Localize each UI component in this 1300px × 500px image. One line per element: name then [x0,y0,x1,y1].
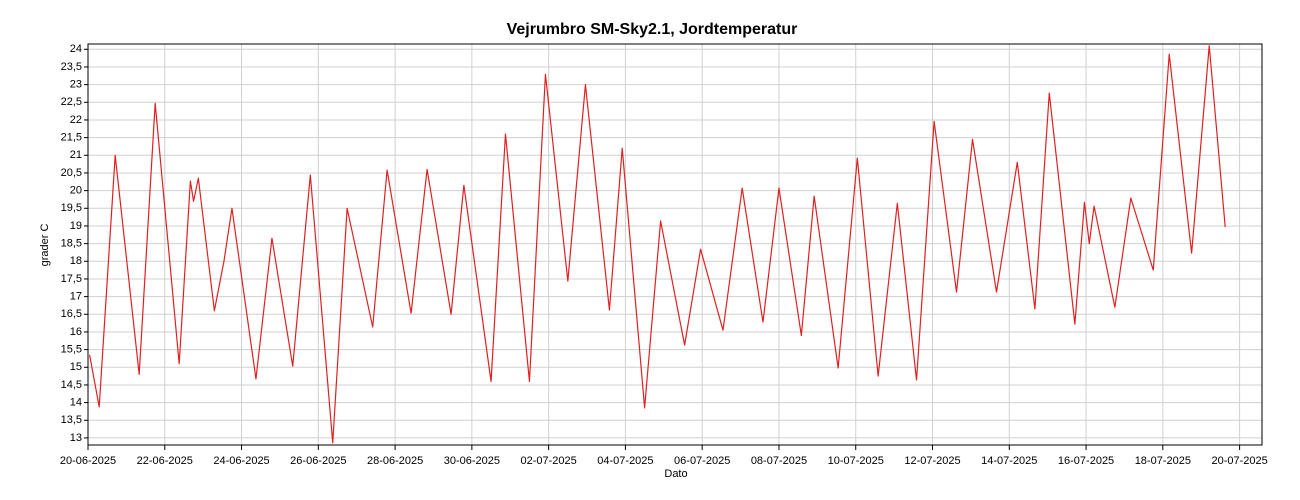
y-tick-label: 14 [70,397,82,409]
x-tick-label: 22-06-2025 [137,455,193,467]
x-tick-label: 10-07-2025 [828,455,884,467]
x-tick-label: 18-07-2025 [1135,455,1191,467]
plot [89,45,1226,444]
data-line [89,45,1226,444]
x-tick-label: 20-06-2025 [60,455,116,467]
y-tick-label: 22,5 [61,96,82,108]
y-tick-label: 17,5 [61,273,82,285]
x-tick-label: 04-07-2025 [597,455,653,467]
y-tick-label: 13 [70,432,82,444]
y-tick-label: 16 [70,326,82,338]
y-tick-label: 20,5 [61,167,82,179]
plot-frame [87,43,1263,446]
y-tick-label: 14,5 [61,379,82,391]
y-tick-label: 19,5 [61,202,82,214]
chart-title: Vejrumbro SM-Sky2.1, Jordtemperatur [507,21,798,38]
x-tick-label: 02-07-2025 [521,455,577,467]
x-tick-label: 08-07-2025 [751,455,807,467]
y-tick-label: 13,5 [61,414,82,426]
y-tick-label: 19 [70,220,82,232]
y-tick-label: 15,5 [61,344,82,356]
x-tick-label: 30-06-2025 [444,455,500,467]
y-tick-label: 20 [70,185,82,197]
y-tick-label: 18,5 [61,238,82,250]
x-tick-label: 20-07-2025 [1211,455,1267,467]
grid [87,44,1262,445]
x-tick-label: 26-06-2025 [290,455,346,467]
y-tick-label: 24 [70,43,82,55]
y-tick-label: 21,5 [61,132,82,144]
y-tick-label: 18 [70,255,82,267]
x-tick-label: 16-07-2025 [1058,455,1114,467]
y-tick-label: 23,5 [61,61,82,73]
y-axis-label: grader C [39,224,51,267]
y-tick-label: 23 [70,79,82,91]
y-tick-label: 22 [70,114,82,126]
x-tick-label: 24-06-2025 [213,455,269,467]
x-axis-label: Dato [664,468,687,480]
x-tick-label: 12-07-2025 [904,455,960,467]
y-tick-label: 21 [70,149,82,161]
x-tick-label: 28-06-2025 [367,455,423,467]
x-tick-label: 06-07-2025 [674,455,730,467]
y-tick-label: 17 [70,291,82,303]
y-tick-label: 15 [70,361,82,373]
y-tick-label: 16,5 [61,308,82,320]
x-tick-label: 14-07-2025 [981,455,1037,467]
